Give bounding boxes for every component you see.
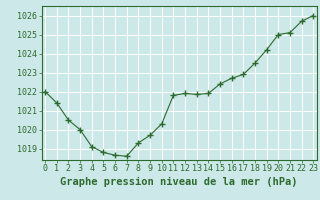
X-axis label: Graphe pression niveau de la mer (hPa): Graphe pression niveau de la mer (hPa)	[60, 177, 298, 187]
